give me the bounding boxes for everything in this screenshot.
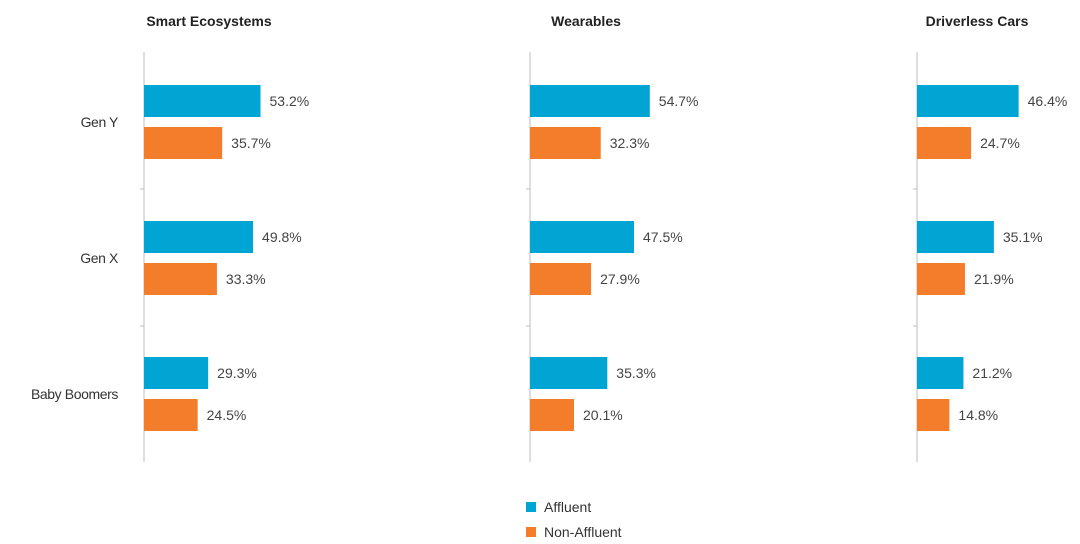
bar-wearables-gen-x-affluent <box>530 221 635 253</box>
bar-wearables-gen-y-non-affluent <box>530 127 601 159</box>
data-label-wearables-gen-y-non-affluent: 32.3% <box>610 135 650 151</box>
category-label-gen-y: Gen Y <box>81 114 119 130</box>
data-label-wearables-baby-boomers-non-affluent: 20.1% <box>583 407 623 423</box>
legend-swatch-affluent <box>526 501 536 512</box>
category-label-baby-boomers: Baby Boomers <box>31 386 118 402</box>
data-label-wearables-gen-x-affluent: 47.5% <box>643 229 683 245</box>
bar-driverless-cars-gen-y-affluent <box>917 85 1019 117</box>
panel-title-wearables: Wearables <box>551 13 621 29</box>
data-label-smart-ecosystems-baby-boomers-non-affluent: 24.5% <box>207 407 247 423</box>
bar-smart-ecosystems-baby-boomers-affluent <box>144 357 209 389</box>
legend: Affluent Non-Affluent <box>526 494 622 544</box>
data-label-wearables-baby-boomers-affluent: 35.3% <box>616 365 656 381</box>
data-label-smart-ecosystems-gen-y-affluent: 53.2% <box>270 93 310 109</box>
data-label-smart-ecosystems-gen-x-affluent: 49.8% <box>262 229 302 245</box>
data-label-driverless-cars-gen-y-non-affluent: 24.7% <box>980 135 1020 151</box>
data-label-driverless-cars-baby-boomers-affluent: 21.2% <box>972 365 1012 381</box>
bar-driverless-cars-gen-x-non-affluent <box>917 263 965 295</box>
bar-wearables-baby-boomers-non-affluent <box>530 399 575 431</box>
data-label-wearables-gen-x-non-affluent: 27.9% <box>600 271 640 287</box>
panel-title-driverless-cars: Driverless Cars <box>926 13 1029 29</box>
data-label-driverless-cars-baby-boomers-non-affluent: 14.8% <box>958 407 998 423</box>
bar-wearables-gen-y-affluent <box>530 85 650 117</box>
data-label-driverless-cars-gen-y-affluent: 46.4% <box>1028 93 1068 109</box>
bar-wearables-baby-boomers-affluent <box>530 357 608 389</box>
legend-swatch-non-affluent <box>526 526 536 537</box>
bar-smart-ecosystems-gen-x-non-affluent <box>144 263 217 295</box>
data-label-wearables-gen-y-affluent: 54.7% <box>659 93 699 109</box>
bar-smart-ecosystems-gen-x-affluent <box>144 221 254 253</box>
category-label-gen-x: Gen X <box>80 250 119 266</box>
legend-label-non-affluent: Non-Affluent <box>544 523 622 540</box>
bar-driverless-cars-baby-boomers-affluent <box>917 357 964 389</box>
panel-title-smart-ecosystems: Smart Ecosystems <box>146 13 272 29</box>
bar-smart-ecosystems-gen-y-non-affluent <box>144 127 223 159</box>
data-label-smart-ecosystems-baby-boomers-affluent: 29.3% <box>217 365 257 381</box>
data-label-smart-ecosystems-gen-x-non-affluent: 33.3% <box>226 271 266 287</box>
data-label-smart-ecosystems-gen-y-non-affluent: 35.7% <box>231 135 271 151</box>
bar-driverless-cars-gen-x-affluent <box>917 221 994 253</box>
legend-item-non-affluent: Non-Affluent <box>526 519 622 544</box>
bar-smart-ecosystems-gen-y-affluent <box>144 85 261 117</box>
data-label-driverless-cars-gen-x-non-affluent: 21.9% <box>974 271 1014 287</box>
bar-driverless-cars-baby-boomers-non-affluent <box>917 399 950 431</box>
legend-item-affluent: Affluent <box>526 494 622 519</box>
bar-smart-ecosystems-baby-boomers-non-affluent <box>144 399 198 431</box>
data-label-driverless-cars-gen-x-affluent: 35.1% <box>1003 229 1043 245</box>
bar-driverless-cars-gen-y-non-affluent <box>917 127 972 159</box>
legend-label-affluent: Affluent <box>544 498 592 515</box>
bar-wearables-gen-x-non-affluent <box>530 263 592 295</box>
